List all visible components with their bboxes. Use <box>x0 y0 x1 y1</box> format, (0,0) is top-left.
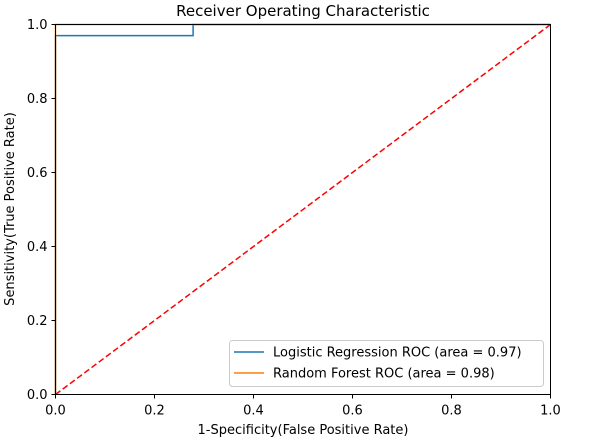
series-chance-diagonal <box>55 23 551 396</box>
y-tick-label: 0.6 <box>27 166 48 181</box>
x-tick-label: 0.2 <box>144 404 165 419</box>
legend-label-random-forest: Random Forest ROC (area = 0.98) <box>273 367 495 382</box>
y-tick-label: 0.0 <box>27 388 48 403</box>
tick-layer: 0.0 0.2 0.4 0.6 0.8 1.0 0.0 0.2 0.4 0.6 0.8 1.0 <box>27 18 561 419</box>
series-layer <box>54 23 551 396</box>
x-tick-label: 0.8 <box>441 404 462 419</box>
plot-frame <box>55 24 551 395</box>
y-tick-label: 0.2 <box>27 314 48 329</box>
legend-frame <box>229 340 544 387</box>
x-axis-label: 1-Specificity(False Positive Rate) <box>198 423 409 438</box>
y-tick-label: 0.4 <box>27 240 48 255</box>
x-tick-label: 0.6 <box>342 404 363 419</box>
chart-title: Receiver Operating Characteristic <box>176 2 430 20</box>
y-tick-label: 0.8 <box>27 92 48 107</box>
x-tick-label: 0.4 <box>243 404 264 419</box>
y-tick-label: 1.0 <box>27 18 48 33</box>
y-axis-label: Sensitivity(True Positive Rate) <box>3 112 18 306</box>
x-tick-label: 1.0 <box>540 404 561 419</box>
x-tick-label: 0.0 <box>45 404 66 419</box>
legend-label-logistic: Logistic Regression ROC (area = 0.97) <box>273 346 522 361</box>
legend: Logistic Regression ROC (area = 0.97) Ra… <box>229 340 544 387</box>
